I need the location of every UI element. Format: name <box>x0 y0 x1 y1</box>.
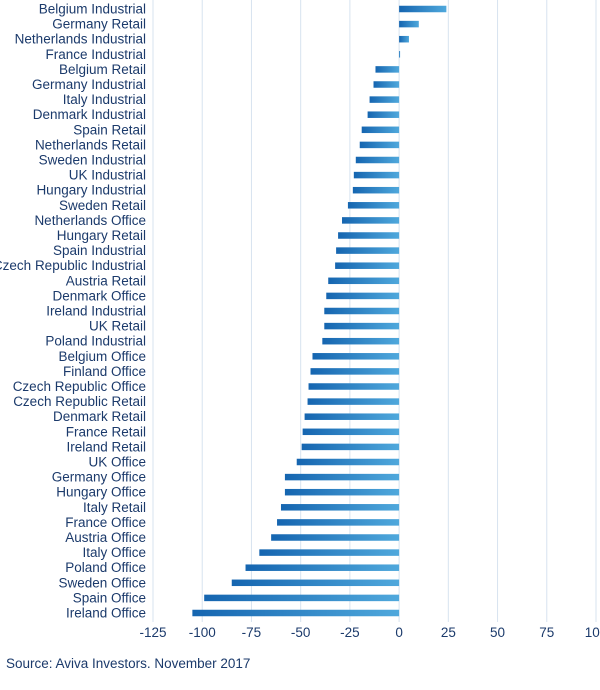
category-label: Denmark Retail <box>53 409 146 424</box>
category-label: Sweden Retail <box>59 198 146 213</box>
bar <box>271 534 400 541</box>
x-tick-label: 50 <box>490 625 505 640</box>
category-label: Italy Industrial <box>63 92 146 107</box>
x-tick-label: -75 <box>242 625 262 640</box>
category-label: Netherlands Industrial <box>15 32 146 47</box>
bar <box>373 81 400 88</box>
category-label: Belgium Office <box>58 349 146 364</box>
category-label: UK Industrial <box>69 168 146 183</box>
bar <box>307 398 400 405</box>
bar <box>296 458 400 466</box>
bar <box>399 20 419 28</box>
bar <box>245 564 400 571</box>
x-tick-label: 100 <box>585 625 600 640</box>
bar <box>361 126 400 134</box>
bar <box>355 156 400 164</box>
category-label: Poland Office <box>65 560 146 575</box>
category-label: Belgium Retail <box>59 62 146 77</box>
bar <box>301 443 400 451</box>
x-tick-label: -125 <box>139 625 166 640</box>
bar <box>338 232 400 239</box>
bar <box>310 368 400 375</box>
bar <box>359 141 400 149</box>
bar <box>277 519 400 526</box>
bar <box>280 504 400 511</box>
category-label: Sweden Office <box>58 575 146 590</box>
bars <box>192 5 447 617</box>
bar <box>324 307 400 315</box>
category-label: Czech Republic Industrial <box>0 258 146 273</box>
category-label: Ireland Office <box>66 606 146 621</box>
x-axis-tick-labels: -125 -100 -75 -50 -25 0 25 50 75 100 <box>139 625 600 640</box>
bar <box>335 262 400 269</box>
bar <box>284 488 400 496</box>
category-label: Italy Office <box>82 545 146 560</box>
bar <box>367 111 400 118</box>
category-label: Germany Industrial <box>32 77 146 92</box>
category-label: France Office <box>65 515 146 530</box>
bar <box>375 66 400 73</box>
category-label: Czech Republic Office <box>13 379 146 394</box>
category-label: Denmark Office <box>52 288 146 303</box>
bar <box>204 594 400 602</box>
bar <box>231 579 400 587</box>
bar <box>328 277 400 285</box>
category-label: Netherlands Retail <box>35 137 146 152</box>
bar <box>352 186 400 194</box>
category-label: Spain Industrial <box>53 243 146 258</box>
category-label: Hungary Retail <box>57 228 146 243</box>
bar <box>347 202 400 209</box>
category-label: Ireland Retail <box>66 439 146 454</box>
category-label: Spain Retail <box>73 122 146 137</box>
category-label: Germany Office <box>52 470 146 485</box>
category-label: UK Office <box>88 455 146 470</box>
category-label: Italy Retail <box>83 500 146 515</box>
bar <box>399 5 447 13</box>
category-label: Poland Industrial <box>45 334 146 349</box>
bar <box>399 35 409 43</box>
category-label: Hungary Industrial <box>36 183 146 198</box>
bar <box>326 292 400 300</box>
category-label: UK Retail <box>89 319 146 334</box>
category-label: Belgium Industrial <box>39 2 146 17</box>
bar <box>324 322 400 330</box>
bar <box>369 96 400 103</box>
x-tick-label: -25 <box>340 625 360 640</box>
category-label: France Industrial <box>45 47 146 62</box>
x-tick-label: -100 <box>189 625 216 640</box>
source-note: Source: Aviva Investors. November 2017 <box>6 656 251 671</box>
bar <box>353 171 400 179</box>
bar <box>302 428 400 436</box>
x-tick-label: 75 <box>539 625 554 640</box>
bar <box>284 473 400 481</box>
bar <box>308 383 400 390</box>
category-label: Finland Office <box>63 364 146 379</box>
category-label: Austria Office <box>65 530 146 545</box>
category-label: Austria Retail <box>66 273 146 288</box>
bar <box>399 51 401 58</box>
category-label: Netherlands Office <box>34 213 146 228</box>
category-label: Ireland Industrial <box>46 304 146 319</box>
category-label: Hungary Office <box>56 485 146 500</box>
category-label: Spain Office <box>73 590 146 605</box>
category-label: Sweden Industrial <box>39 153 146 168</box>
bar <box>322 337 400 345</box>
bar <box>336 247 400 254</box>
category-label: Denmark Industrial <box>33 107 146 122</box>
bar <box>259 549 400 556</box>
bar <box>192 609 400 617</box>
bar <box>304 413 400 420</box>
x-tick-label: 0 <box>395 625 403 640</box>
x-tick-label: 25 <box>441 625 456 640</box>
bar <box>342 217 400 224</box>
bar <box>312 353 400 360</box>
category-label: France Retail <box>66 424 146 439</box>
x-tick-label: -50 <box>291 625 311 640</box>
category-label: Czech Republic Retail <box>13 394 146 409</box>
category-label: Germany Retail <box>52 17 146 32</box>
